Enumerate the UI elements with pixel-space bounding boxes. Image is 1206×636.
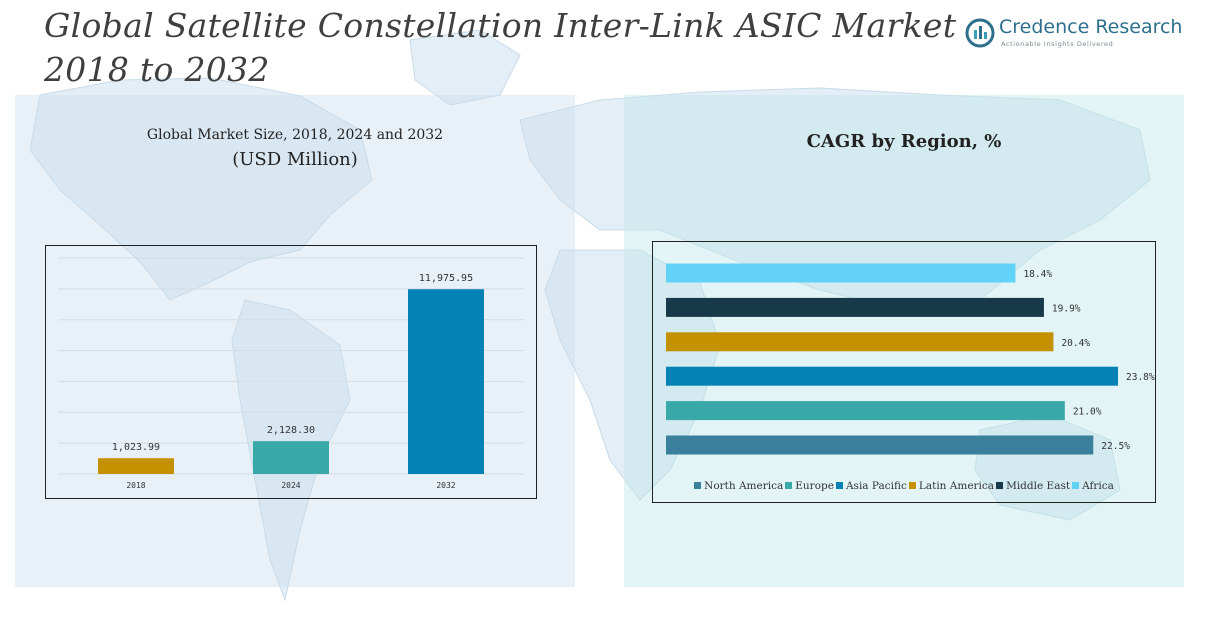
cagr-bar-asia-pacific <box>666 366 1118 386</box>
bar-2018 <box>98 458 174 474</box>
legend-label: Latin America <box>918 480 995 492</box>
cagr-bar-north-america <box>666 435 1094 455</box>
market-size-bar-chart: 1,023.99 2018 2,128.30 2024 11,975.95 2032 <box>58 257 524 490</box>
legend-swatch <box>785 482 793 489</box>
market-size-unit: (USD Million) <box>232 149 358 170</box>
legend-swatch <box>694 482 702 489</box>
cagr-bar-africa <box>666 263 1016 283</box>
brand-name: Credence Research <box>999 16 1183 38</box>
cagr-bar-latin-america <box>666 332 1054 352</box>
cagr-legend: North America Europe Asia Pacific Latin Ame… <box>653 480 1155 492</box>
x-tick-label: 2024 <box>281 481 300 490</box>
brand-tagline: Actionable Insights Delivered <box>1001 40 1114 48</box>
cagr-value-label: 21.0% <box>1073 407 1102 418</box>
cagr-value-label: 20.4% <box>1061 338 1090 349</box>
market-size-chart-frame: 1,023.99 2018 2,128.30 2024 11,975.95 2032 <box>45 245 537 499</box>
legend-item: Latin America <box>908 480 995 492</box>
legend-swatch <box>1072 482 1080 489</box>
legend-item: North America <box>694 480 783 492</box>
legend-label: Middle East <box>1006 480 1071 492</box>
legend-swatch <box>835 482 843 489</box>
market-size-title: Global Market Size, 2018, 2024 and 2032 <box>146 127 444 143</box>
x-tick-label: 2032 <box>436 481 455 490</box>
brand-logo[interactable]: Credence Research Actionable Insights De… <box>965 14 1182 54</box>
legend-item: Middle East <box>996 480 1070 492</box>
cagr-value-label: 19.9% <box>1052 303 1081 314</box>
cagr-panel: CAGR by Region, % 22.5% 21.0% 23.8% 20.4% 19… <box>624 95 1184 587</box>
legend-item: Asia Pacific <box>835 480 907 492</box>
cagr-bar-europe <box>666 401 1065 421</box>
cagr-title: CAGR by Region, % <box>806 131 1002 152</box>
legend-swatch <box>908 482 916 489</box>
legend-label: Asia Pacific <box>845 480 907 492</box>
legend-label: North America <box>704 480 784 492</box>
page-title: Global Satellite Constellation Inter-Lin… <box>44 6 957 89</box>
legend-item: Africa <box>1072 480 1114 492</box>
bar-2032 <box>408 289 484 474</box>
legend-label: Africa <box>1082 480 1114 492</box>
x-tick-label: 2018 <box>126 481 145 490</box>
cagr-chart-frame: 22.5% 21.0% 23.8% 20.4% 19.9% 18.4% North Ame… <box>652 241 1156 503</box>
legend-label: Europe <box>795 480 834 492</box>
cagr-value-label: 18.4% <box>1023 269 1052 280</box>
cagr-value-label: 22.5% <box>1101 441 1130 452</box>
cagr-value-label: 23.8% <box>1126 372 1155 383</box>
bar-value-label: 2,128.30 <box>267 425 315 436</box>
legend-item: Europe <box>785 480 834 492</box>
bar-value-label: 11,975.95 <box>419 273 473 284</box>
credence-research-logo-icon <box>965 18 995 48</box>
cagr-bar-middle-east <box>666 297 1044 317</box>
legend-swatch <box>996 482 1004 489</box>
bar-2024 <box>253 441 329 474</box>
bar-value-label: 1,023.99 <box>112 442 160 453</box>
cagr-bar-chart: 22.5% 21.0% 23.8% 20.4% 19.9% 18.4% <box>666 263 1155 455</box>
market-size-panel: Global Market Size, 2018, 2024 and 2032 … <box>15 95 575 587</box>
